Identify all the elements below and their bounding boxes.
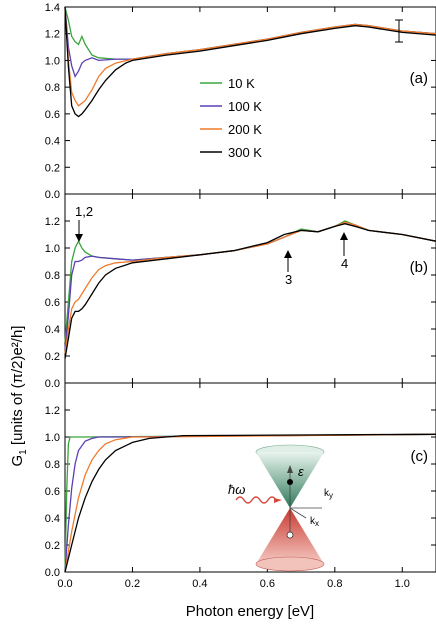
panel-label: (c) bbox=[411, 448, 429, 465]
legend-label-200K: 200 K bbox=[228, 122, 262, 137]
x-tick-label: 0.8 bbox=[327, 578, 342, 590]
series-line-200K bbox=[64, 433, 436, 573]
legend-label-300K: 300 K bbox=[228, 145, 262, 160]
panel-label: (a) bbox=[410, 70, 428, 87]
x-axis-label: Photon energy [eV] bbox=[186, 603, 314, 620]
ky-label: ky bbox=[324, 488, 333, 500]
annotation-1-2: 1,2 bbox=[75, 204, 93, 219]
hole-dot bbox=[286, 531, 294, 539]
kx-label: kx bbox=[310, 516, 319, 528]
y-tick-label: 1.2 bbox=[45, 216, 60, 228]
photon-wave bbox=[235, 496, 277, 504]
y-axis-label: G1 [units of (π/2)e²/h] bbox=[9, 326, 29, 467]
panel-2: 0.0 0.2 0.4 0.6 0.8 1.0 1.2 (b) bbox=[45, 193, 436, 390]
legend-label-100K: 100 K bbox=[228, 99, 262, 114]
y-tick-label: 0.6 bbox=[45, 486, 60, 498]
y-tick-label: 1.0 bbox=[45, 55, 60, 67]
series-line-100K bbox=[64, 433, 436, 573]
legend-label-10K: 10 K bbox=[228, 76, 255, 91]
y-tick-label: 0.8 bbox=[45, 459, 60, 471]
x-tick-label: 1.0 bbox=[395, 578, 410, 590]
y-tick-label: 1.0 bbox=[45, 243, 60, 255]
series-line-200K bbox=[64, 6, 436, 107]
arrow-1-2-head bbox=[75, 234, 83, 242]
series-line-100K bbox=[64, 221, 436, 350]
error-bar bbox=[395, 19, 403, 43]
y-tick-label: 1.0 bbox=[45, 432, 60, 444]
x-tick-label: 0.4 bbox=[192, 578, 207, 590]
y-tick-label: 0.4 bbox=[45, 324, 60, 336]
y-tick-label: 0.4 bbox=[45, 136, 60, 148]
x-tick-label: 0.2 bbox=[125, 578, 140, 590]
y-tick-label: 1.2 bbox=[45, 405, 60, 417]
series-line-300K bbox=[64, 223, 436, 359]
x-tick-label: 0.0 bbox=[57, 578, 72, 590]
panel-frame bbox=[64, 382, 436, 573]
dirac-cone-inset: ħω ε ky kx bbox=[228, 444, 333, 572]
y-tick-label: 0.2 bbox=[45, 351, 60, 363]
y-tick-label: 0.8 bbox=[45, 82, 60, 94]
series-line-10K bbox=[64, 6, 436, 60]
series-line-10K bbox=[64, 433, 436, 573]
epsilon-label: ε bbox=[298, 464, 304, 479]
series-line-200K bbox=[64, 221, 436, 354]
y-tick-label: 0.4 bbox=[45, 513, 60, 525]
panel-3: 0.0 0.2 0.4 0.6 0.8 1.0 1.2 (c) bbox=[45, 382, 436, 579]
panel-label: (b) bbox=[410, 259, 428, 276]
series-line-10K bbox=[64, 220, 436, 343]
y-tick-label: 0.8 bbox=[45, 270, 60, 282]
y-tick-label: 0.6 bbox=[45, 297, 60, 309]
y-tick-label: 1.4 bbox=[45, 2, 60, 14]
annotation-4: 4 bbox=[341, 256, 348, 271]
panel-frame bbox=[64, 193, 436, 384]
legend: 10 K 100 K 200 K 300 K bbox=[200, 76, 262, 160]
annotations: 1,2 3 4 bbox=[75, 204, 348, 287]
y-tick-label: 0.0 bbox=[45, 189, 60, 201]
arrow-4-head bbox=[340, 232, 348, 240]
series-line-300K bbox=[64, 433, 436, 573]
y-tick-label: 1.2 bbox=[45, 29, 60, 41]
x-tick-label: 0.6 bbox=[260, 578, 275, 590]
series-line-300K bbox=[64, 6, 436, 118]
panel-1: 0.0 0.2 0.4 0.6 0.8 1.0 1.2 1.4 (a) bbox=[45, 2, 436, 201]
y-tick-label: 0.0 bbox=[45, 567, 60, 579]
y-tick-label: 0.6 bbox=[45, 109, 60, 121]
y-tick-label: 0.2 bbox=[45, 540, 60, 552]
hbar-omega-label: ħω bbox=[228, 482, 245, 497]
y-tick-label: 0.2 bbox=[45, 162, 60, 174]
y-tick-label: 0.0 bbox=[45, 378, 60, 390]
annotation-3: 3 bbox=[285, 272, 292, 287]
panels: 0.00.20.40.60.81.01.21.4(a)0.00.20.40.60… bbox=[45, 2, 436, 590]
electron-dot bbox=[287, 479, 293, 485]
arrow-3-head bbox=[284, 250, 292, 258]
